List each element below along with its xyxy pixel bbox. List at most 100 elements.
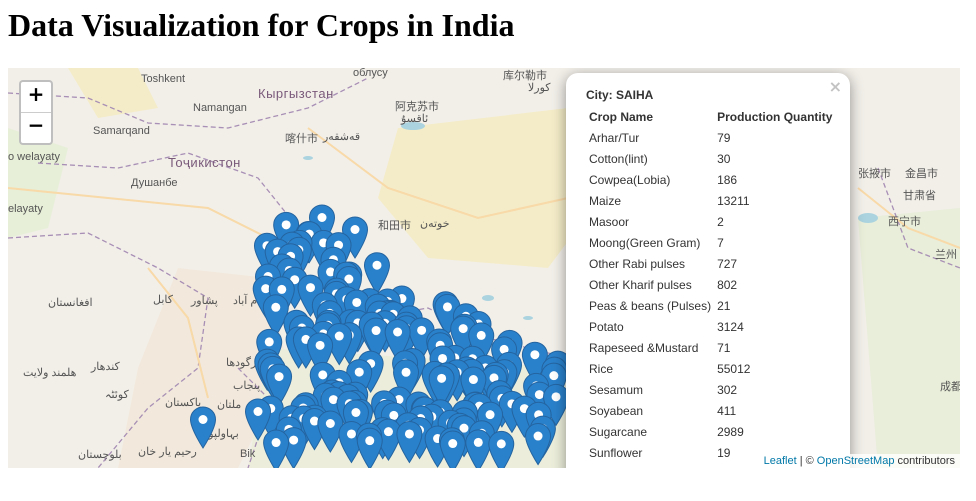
production-quantity: 802 — [717, 277, 738, 292]
map-label: ئاقسۇ — [401, 113, 429, 125]
marker[interactable] — [488, 430, 515, 468]
marker[interactable] — [439, 430, 466, 468]
table-row: Tapioca223 — [586, 463, 835, 469]
map-label: 甘肃省 — [903, 190, 936, 202]
marker[interactable] — [244, 398, 272, 441]
table-row: Peas & beans (Pulses) 21 — [586, 295, 835, 316]
table-row: Other Kharif pulses 802 — [586, 274, 835, 295]
map-label: 和田市 — [378, 220, 411, 232]
crop-name: Sugarcane — [589, 424, 648, 439]
marker[interactable] — [263, 429, 290, 468]
marker[interactable] — [189, 406, 217, 449]
crop-name: Rapeseed &Mustard — [589, 340, 699, 355]
map-label: قەشقەر — [323, 131, 361, 143]
popup-close-button[interactable]: × — [828, 77, 842, 96]
marker[interactable] — [326, 323, 353, 366]
marker[interactable] — [309, 361, 336, 405]
marker-dot — [317, 213, 327, 222]
marker-dot — [549, 371, 559, 381]
marker[interactable] — [525, 423, 552, 466]
marker-dot — [551, 392, 561, 402]
table-row: Rice 55012 — [586, 358, 835, 379]
table-row: Potato 3124 — [586, 316, 835, 337]
zoom-control: + − — [19, 80, 53, 145]
marker-dot — [271, 438, 281, 448]
map-label: Namangan — [193, 102, 247, 114]
marker-dot — [326, 267, 336, 277]
marker[interactable] — [521, 341, 548, 385]
marker[interactable] — [341, 216, 369, 259]
table-row: Arhar/Tur 79 — [586, 127, 835, 148]
marker-dot — [371, 326, 381, 336]
crop-name: Other Kharif pulses — [589, 277, 692, 292]
marker[interactable] — [317, 410, 344, 453]
zoom-out-button[interactable]: − — [21, 112, 51, 143]
marker-dot — [437, 373, 447, 383]
production-quantity: 727 — [717, 256, 738, 271]
map-label: 喀什市 — [285, 133, 318, 145]
markers — [189, 204, 571, 468]
production-quantity: 223 — [714, 463, 835, 469]
map-label: کوئٹہ — [105, 389, 129, 401]
marker-dot — [350, 225, 360, 234]
marker-dot — [468, 375, 478, 385]
table-row: Cotton(lint) 30 — [586, 148, 835, 169]
leaflet-link[interactable]: Leaflet — [763, 455, 797, 467]
marker-dot — [264, 337, 274, 347]
map-label: Кыргызстан — [258, 86, 334, 101]
map[interactable]: Toshkent Namangan Кыргызстан Samarqand Тоҷик… — [8, 68, 960, 468]
map-label: Душанбе — [131, 177, 178, 189]
crop-name: Rice — [589, 361, 614, 376]
popup: × City: SAIHA Crop Name Production Quanti… — [566, 73, 850, 468]
marker-pin — [363, 252, 390, 295]
map-label: هلمند ولایت — [23, 367, 77, 379]
marker-dot — [281, 220, 291, 230]
marker-dot — [489, 373, 499, 383]
marker[interactable] — [465, 429, 492, 468]
map-label: Тоҷикистон — [168, 155, 241, 170]
marker[interactable] — [297, 274, 324, 318]
production-quantity: 186 — [717, 172, 738, 187]
marker-dot — [389, 410, 399, 420]
marker-dot — [354, 367, 364, 377]
marker-dot — [404, 429, 414, 439]
marker-dot — [383, 427, 393, 437]
popup-city: City: SAIHA — [586, 88, 654, 102]
osm-link[interactable]: OpenStreetMap — [816, 455, 895, 467]
page-title: Data Visualization for Crops in India — [8, 7, 515, 43]
marker-dot — [417, 325, 427, 335]
marker-dot — [289, 435, 299, 445]
marker-dot — [351, 407, 361, 417]
marker-dot — [473, 437, 483, 447]
map-label: افغانستان — [48, 297, 93, 309]
marker-pin — [439, 430, 466, 468]
crop-name: Cotton(lint) — [589, 151, 648, 166]
production-quantity: 2989 — [717, 424, 744, 439]
marker-dot — [346, 429, 356, 439]
marker-dot — [318, 370, 328, 380]
marker[interactable] — [363, 252, 390, 295]
marker-pin — [244, 398, 272, 441]
marker-dot — [328, 395, 338, 405]
marker[interactable] — [356, 427, 383, 468]
marker-pin — [317, 410, 344, 453]
marker[interactable] — [384, 318, 411, 362]
production-quantity: 3124 — [717, 319, 744, 334]
marker[interactable] — [396, 420, 423, 464]
zoom-in-button[interactable]: + — [27, 82, 45, 106]
map-label: کندهار — [91, 361, 120, 373]
map-label: 张掖市 — [858, 168, 891, 180]
marker-dot — [476, 330, 486, 340]
map-label: 兰州 — [935, 249, 957, 261]
marker-dot — [315, 340, 325, 350]
marker-pin — [281, 266, 308, 310]
marker-dot — [309, 416, 319, 426]
table-row: Sugarcane 2989 — [586, 421, 835, 442]
map-label: كورلا — [528, 82, 551, 94]
marker-dot — [344, 274, 354, 284]
marker-dot — [372, 260, 382, 270]
marker[interactable] — [450, 315, 477, 358]
marker-dot — [442, 302, 452, 312]
marker-dot — [401, 367, 411, 377]
table-row: Sesamum 302 — [586, 379, 835, 400]
